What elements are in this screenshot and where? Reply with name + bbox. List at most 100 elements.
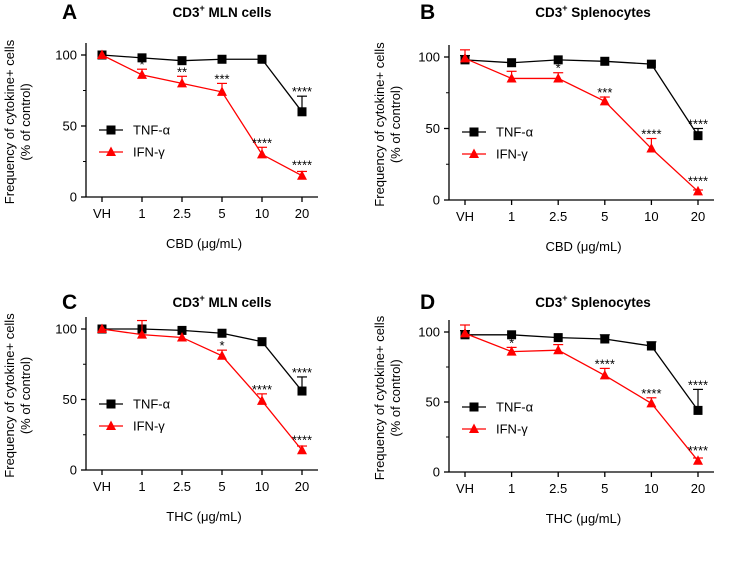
data-point xyxy=(553,72,564,83)
x-tick-label: 2.5 xyxy=(173,479,191,494)
data-point xyxy=(257,395,267,405)
significance-label: * xyxy=(556,333,561,348)
legend-label-tnf-alpha: TNF-α xyxy=(133,123,171,138)
data-point xyxy=(553,344,564,355)
series-ifn-gamma: ********* xyxy=(97,319,312,455)
data-point xyxy=(506,346,517,356)
series-line xyxy=(101,54,303,113)
x-tick-label: VH xyxy=(456,209,474,224)
data-point xyxy=(137,69,147,79)
data-point xyxy=(217,350,227,360)
panel-title: CD3+ MLN cells xyxy=(172,3,271,20)
legend-marker-triangle xyxy=(469,148,479,158)
x-tick-label: 1 xyxy=(138,206,145,221)
data-point xyxy=(599,369,610,380)
panel-B: B CD3+ Splenocytes 0 50 100 VH 1 2.5 5 10 20 CBD (μ… xyxy=(372,1,714,254)
title-rest: Splenocytes xyxy=(568,295,651,310)
series-line xyxy=(464,59,699,137)
data-point xyxy=(646,59,656,69)
x-tick-label: 5 xyxy=(601,209,608,224)
data-point xyxy=(507,58,517,68)
x-tick-label: 2.5 xyxy=(549,481,567,496)
x-axis-label: CBD (μg/mL) xyxy=(166,236,242,251)
legend-label-tnf-alpha: TNF-α xyxy=(496,400,534,415)
significance-label: * xyxy=(139,57,144,72)
x-tick-label: 20 xyxy=(295,479,309,494)
y-tick-label: 0 xyxy=(433,193,440,208)
data-point xyxy=(600,56,610,66)
significance-label: **** xyxy=(292,432,312,447)
y-axis-label-line1: Frequency of cytokine+ cells xyxy=(372,315,387,480)
panel-D: D CD3+ Splenocytes 0 50 100 VH 1 2.5 5 10 20 THC (μ… xyxy=(372,291,714,526)
x-tick-label: 2.5 xyxy=(173,206,191,221)
y-tick-label: 0 xyxy=(70,463,77,478)
x-tick-label: 5 xyxy=(218,479,225,494)
x-tick-label: 10 xyxy=(255,479,269,494)
y-tick-label: 100 xyxy=(418,50,440,65)
significance-label: **** xyxy=(252,135,272,150)
significance-label: **** xyxy=(292,84,312,99)
data-point xyxy=(553,55,563,65)
x-tick-label: 5 xyxy=(601,481,608,496)
legend: TNF-α IFN-γ xyxy=(99,123,171,160)
panel-title: CD3+ Splenocytes xyxy=(535,293,651,310)
title-superscript: + xyxy=(199,293,204,303)
series-tnf-alpha: **** xyxy=(97,324,312,396)
significance-label: **** xyxy=(292,365,312,380)
x-tick-label: VH xyxy=(456,481,474,496)
x-tick-label: 5 xyxy=(218,206,225,221)
title-superscript: + xyxy=(199,3,204,13)
legend-marker-triangle xyxy=(106,420,116,430)
y-tick-label: 0 xyxy=(70,190,77,205)
data-point xyxy=(297,107,307,117)
significance-label: **** xyxy=(688,377,708,392)
data-point xyxy=(600,334,610,344)
y-tick-label: 50 xyxy=(63,392,77,407)
legend-label-ifn-gamma: IFN-γ xyxy=(133,419,165,434)
significance-label: **** xyxy=(688,117,708,132)
legend-label-ifn-gamma: IFN-γ xyxy=(496,422,528,437)
legend-marker-square xyxy=(469,127,479,137)
series-line xyxy=(102,328,303,392)
x-tick-label: 10 xyxy=(255,206,269,221)
y-tick-label: 50 xyxy=(426,395,440,410)
x-axis-label: THC (μg/mL) xyxy=(166,509,241,524)
panel-A: A CD3+ MLN cells 0 50 100 VH 1 2.5 5 10 20 CBD (μg/… xyxy=(2,1,318,251)
data-point xyxy=(297,170,307,180)
x-tick-label: 1 xyxy=(508,209,515,224)
data-point xyxy=(257,148,267,159)
y-axis-label-line2: (% of control) xyxy=(388,359,403,436)
x-tick-label: VH xyxy=(93,479,111,494)
data-point xyxy=(177,56,187,66)
y-axis-label-line1: Frequency of cytokine+ cells xyxy=(372,42,387,207)
x-tick-label: 20 xyxy=(295,206,309,221)
series-line xyxy=(464,57,699,192)
series-ifn-gamma: ************** xyxy=(97,49,312,180)
y-tick-label: 100 xyxy=(55,48,77,63)
significance-label: **** xyxy=(688,173,708,188)
data-point xyxy=(97,323,107,333)
data-point xyxy=(693,455,703,465)
data-point xyxy=(646,397,657,408)
x-tick-label: 2.5 xyxy=(549,209,567,224)
legend-marker-square xyxy=(106,125,116,135)
y-tick-label: 0 xyxy=(433,465,440,480)
legend: TNF-α IFN-γ xyxy=(462,125,534,162)
significance-label: **** xyxy=(688,443,708,458)
data-point xyxy=(257,54,267,64)
series-ifn-gamma: ************** xyxy=(460,324,708,465)
title-rest: MLN cells xyxy=(205,5,272,20)
x-tick-label: 20 xyxy=(691,481,705,496)
title-superscript: + xyxy=(562,3,567,13)
y-axis-label-line2: (% of control) xyxy=(388,86,403,163)
panel-letter: A xyxy=(62,1,77,24)
title-rest: Splenocytes xyxy=(568,5,651,20)
y-tick-label: 50 xyxy=(426,121,440,136)
legend-label-ifn-gamma: IFN-γ xyxy=(496,147,528,162)
data-point xyxy=(460,52,470,63)
x-axis-label: THC (μg/mL) xyxy=(546,511,621,526)
x-tick-label: 20 xyxy=(691,209,705,224)
data-point xyxy=(507,330,517,340)
x-tick-label: 1 xyxy=(138,479,145,494)
